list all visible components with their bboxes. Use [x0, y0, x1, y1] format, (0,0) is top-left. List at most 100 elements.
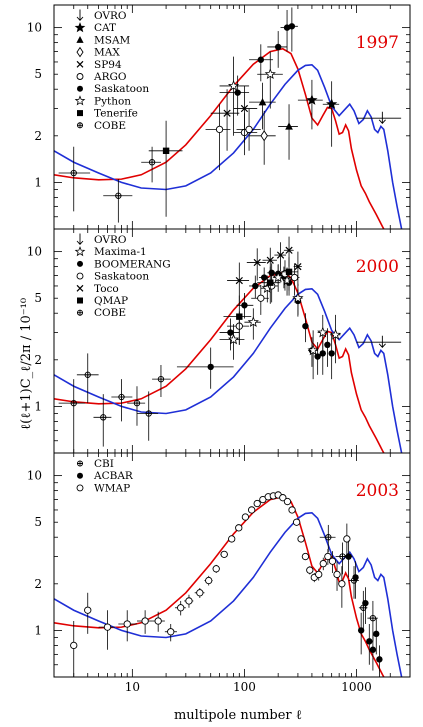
legend-symbol-plus-circle-ring [76, 122, 83, 129]
data-point-circle-open [315, 570, 323, 579]
legend-symbol-cross-x [76, 60, 84, 68]
data-point-circle-open [343, 535, 351, 543]
data-point-circle-open [241, 513, 250, 521]
legend-symbol-plus-circle [77, 309, 83, 316]
data-point-circle-open [103, 623, 112, 631]
legend-symbol-star-open [74, 95, 86, 106]
data-point-plus-circle-ring [84, 371, 91, 378]
data-point-circle-open [338, 580, 346, 588]
y-tick-label: 1 [34, 399, 42, 413]
legend-label: ARGO [93, 71, 127, 83]
data-point-circle-open [297, 535, 305, 543]
data-point-star-open [272, 271, 284, 283]
data-point-square-filled [267, 279, 274, 286]
legend-label: Toco [94, 283, 119, 295]
data-point-cross-x [285, 246, 293, 254]
model-curve-blue [54, 63, 403, 229]
panel-2000: 1 2 5 10 OVROMaxima-1BOOMERANGSaskatoonTocoQ… [27, 228, 411, 454]
y-tick-label: 10 [27, 469, 42, 483]
model-curves [54, 495, 403, 677]
data-point-square-filled [162, 147, 170, 155]
data-point-circle-open [220, 550, 228, 558]
y-axis-label: ℓ(ℓ+1)C_ℓ/2π / 10⁻¹⁰ [19, 298, 34, 430]
data-point-circle-open [177, 604, 185, 612]
legend-symbol-plus-circle-ring [76, 460, 83, 467]
data-point-plus-circle [325, 534, 332, 541]
data-point-circle-open [333, 570, 341, 579]
x-tick-label: 1000 [341, 680, 372, 694]
data-point-cross-x [235, 276, 243, 285]
data-point-triangle-filled [258, 97, 267, 106]
legend-symbol-circle-filled [77, 260, 83, 267]
data-point-circle-filled [373, 630, 380, 638]
data-point-circle-open [84, 606, 92, 614]
legend-symbol-circle-filled [77, 85, 83, 92]
data-point-circle-open [167, 628, 175, 636]
data-point-plus-circle [84, 371, 91, 379]
data-point-circle-filled [369, 646, 377, 653]
data-point-plus-circle [157, 375, 165, 383]
legend: OVROMaxima-1BOOMERANGSaskatoonTocoQMAPCO… [74, 233, 171, 319]
y-tick-label: 1 [34, 175, 42, 189]
data-point-plus-circle-ring [369, 614, 377, 622]
legend-symbol-star-filled [74, 22, 86, 33]
data-point-star-open [227, 80, 240, 91]
legend-label: MSAM [94, 34, 131, 46]
data-point-circle-open [288, 506, 296, 514]
data-point-plus-circle-ring [70, 399, 77, 407]
legend-symbol-star-open [74, 246, 86, 257]
data-point-circle-filled [257, 56, 265, 63]
legend-label: MAX [94, 47, 120, 59]
data-point-circle-open [185, 597, 193, 605]
data-point-circle-filled [357, 627, 365, 634]
data-point-plus-circle-ring [118, 393, 125, 401]
data-point-circle-filled [288, 23, 296, 30]
legend-symbol-cross-x [76, 284, 84, 292]
data-point-plus-circle-ring [145, 410, 152, 417]
data-point-cross-x [240, 104, 249, 113]
data-point-circle-open [235, 524, 243, 532]
legend-symbol-circle-open [76, 484, 84, 492]
data-point-plus-circle-ring [100, 414, 107, 421]
legend: OVROCATMSAMMAXSP94ARGOSaskatoonPythonTen… [74, 9, 149, 132]
data-point-plus-circle [100, 414, 107, 421]
data-point-circle-open [154, 617, 162, 625]
data-point-cross-x [266, 256, 274, 264]
data-point-circle-open [290, 273, 299, 282]
data-point-star-filled [326, 98, 338, 109]
data-point-star-open [281, 274, 293, 286]
legend-label: COBE [94, 307, 126, 319]
data-point-circle-open [248, 506, 256, 514]
legend-symbol-diamond-open [76, 46, 84, 58]
data-point-circle-open [324, 552, 332, 561]
legend-label: OVRO [94, 234, 127, 246]
legend-label: Maxima-1 [94, 246, 147, 258]
data-point-circle-open [215, 125, 224, 134]
y-tick-label: 10 [27, 245, 42, 259]
legend-symbol-circle-filled [77, 472, 83, 479]
y-tick-label: 5 [34, 515, 42, 529]
data-point-star-open [329, 328, 342, 340]
legend-symbol-square-filled [77, 110, 83, 117]
data-point-circle-filled [260, 274, 268, 281]
data-point-circle-open [283, 497, 292, 506]
data-point-circle-filled [352, 574, 359, 581]
data-point-circle-filled [345, 553, 352, 560]
data-point-circle-open [253, 499, 261, 508]
data-point-circle-open [301, 552, 310, 561]
data-point-diamond-open [260, 130, 268, 142]
y-tick-label: 2 [34, 577, 42, 591]
legend-symbol-arrow-down [76, 233, 84, 245]
data-point-circle-filled [314, 353, 321, 360]
data-point-arrow-down [378, 335, 386, 348]
data-point-circle-filled [366, 638, 373, 645]
data-point-star-open [307, 344, 319, 356]
y-tick-label: 5 [34, 291, 42, 305]
year-label: 2003 [356, 481, 399, 501]
year-label: 2000 [356, 257, 399, 277]
legend-label: CAT [94, 22, 116, 34]
legend-label: Saskatoon [94, 271, 149, 283]
